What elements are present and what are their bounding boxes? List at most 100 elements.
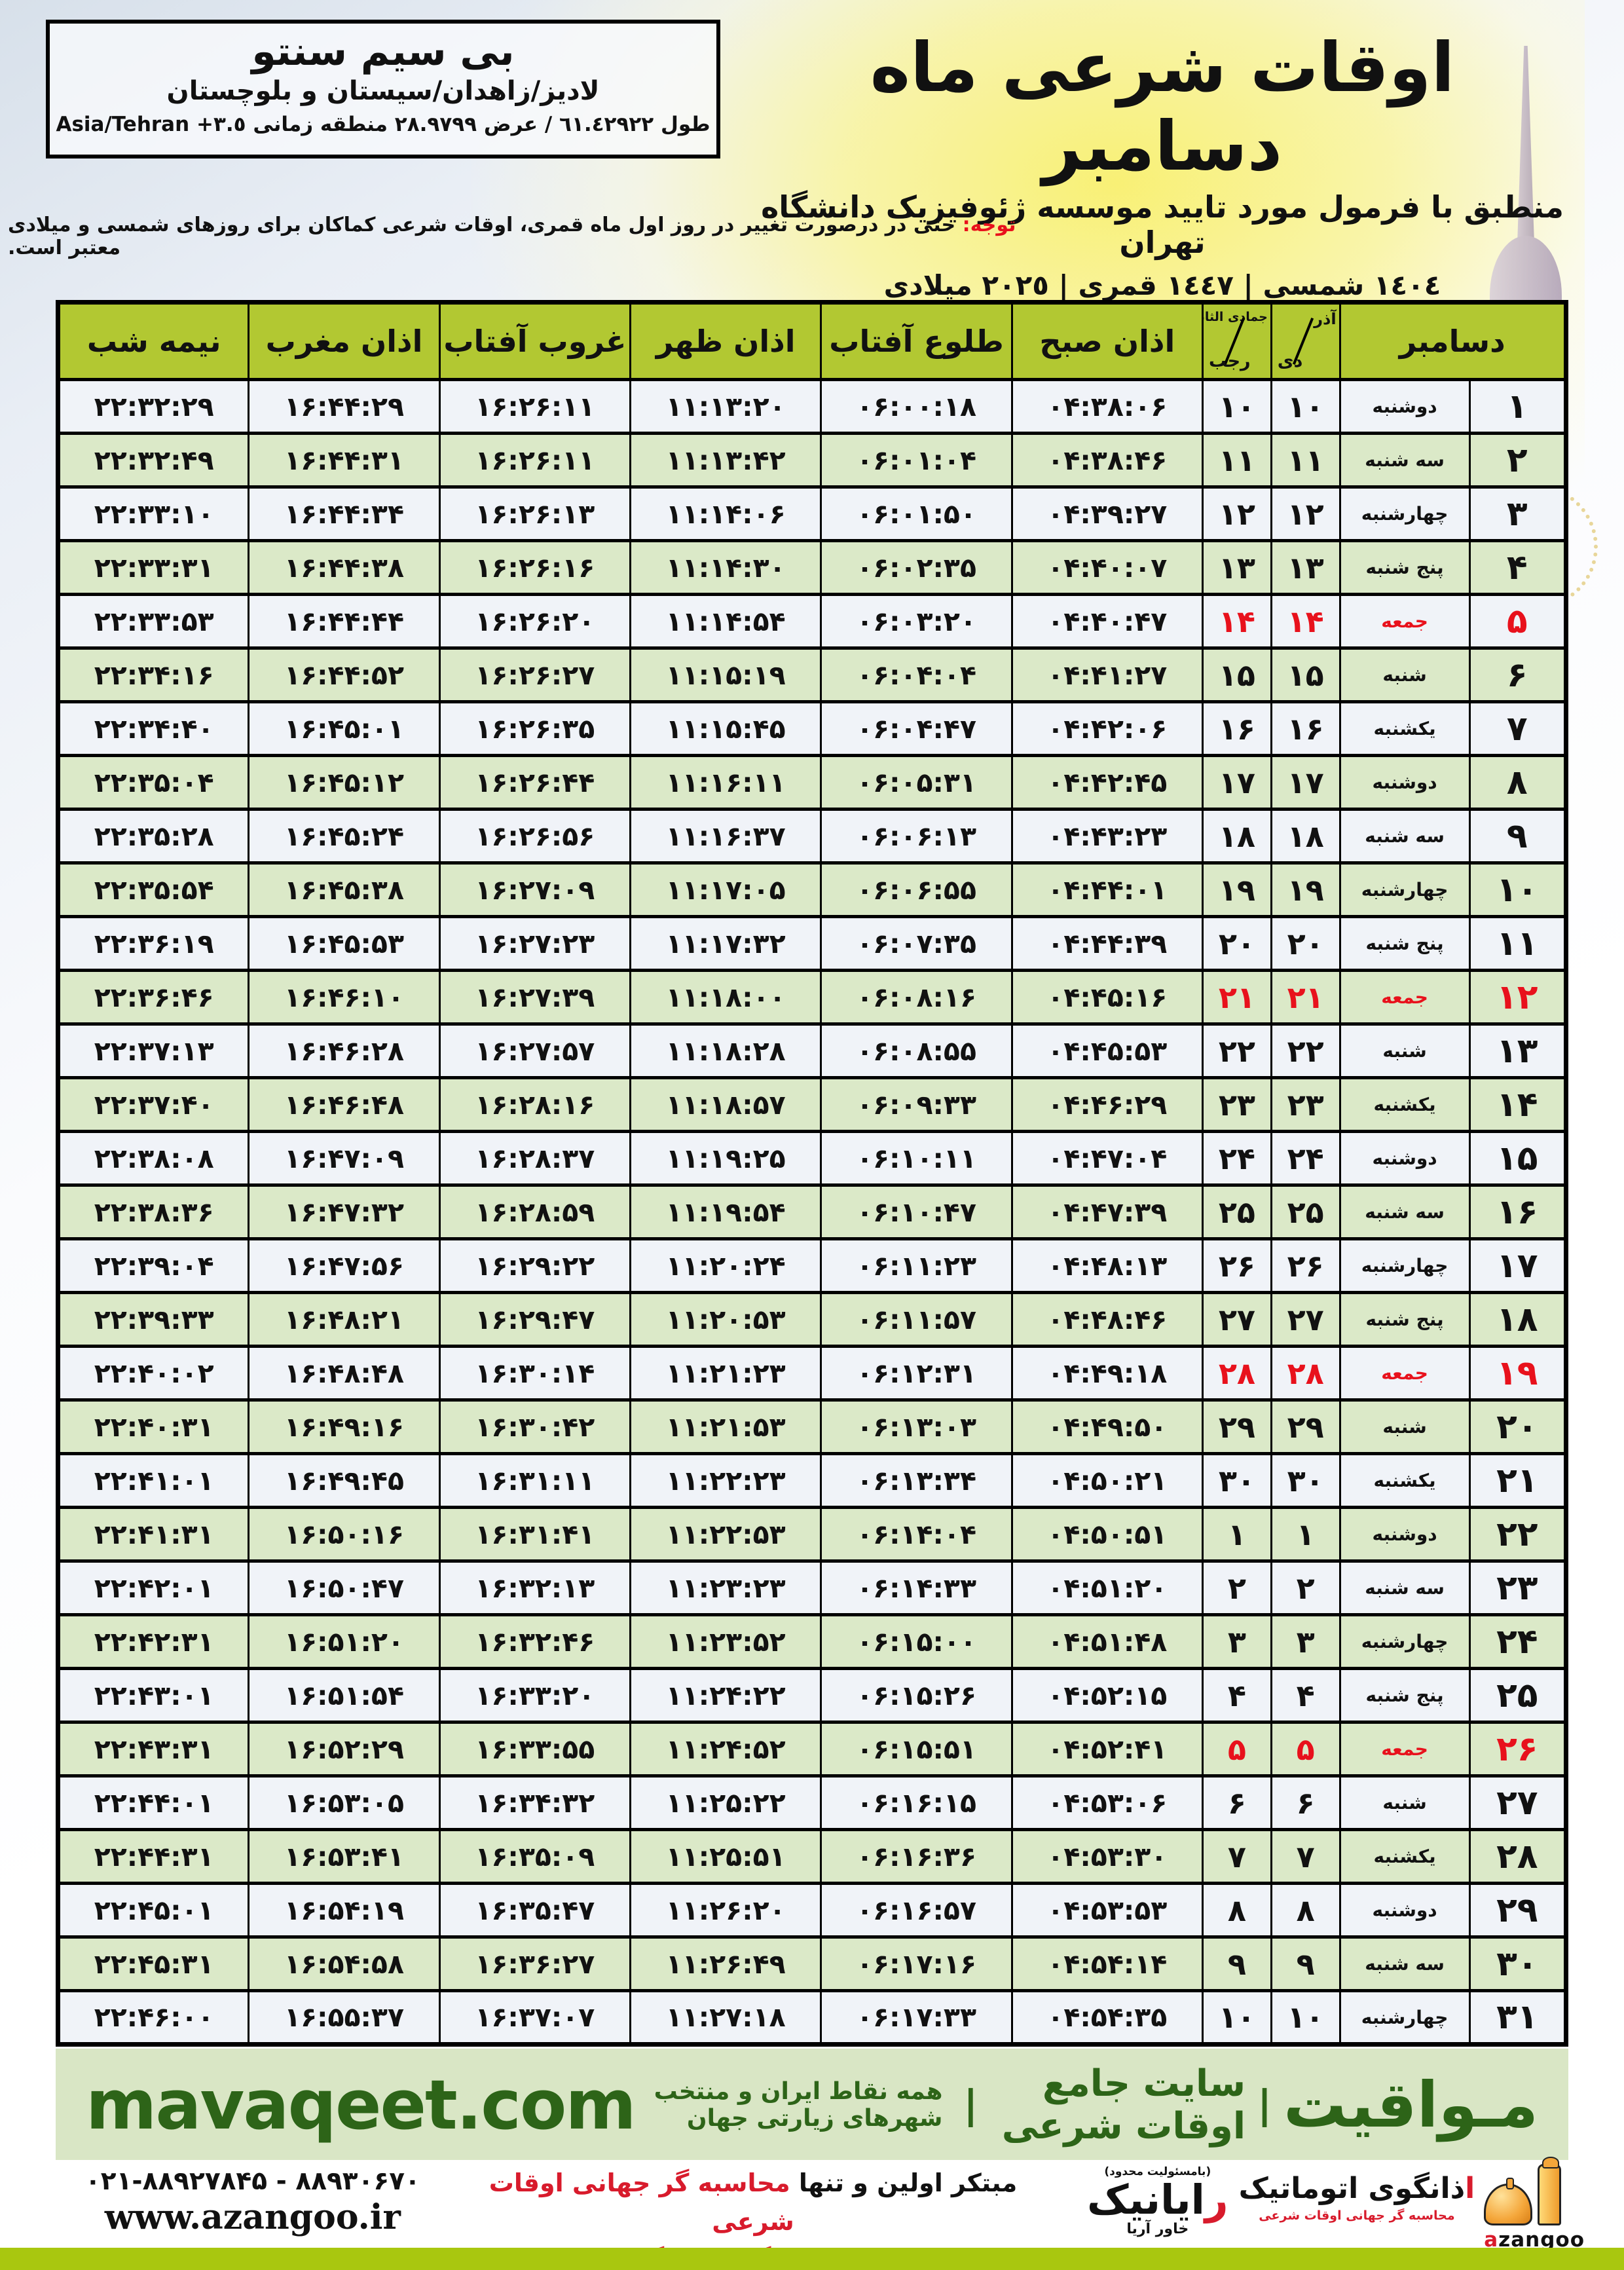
cell-weekday: پنج شنبه xyxy=(1338,1667,1471,1724)
azangoo-dome-icon: azangoo xyxy=(1484,2157,1585,2252)
cell-sunrise-time: ۰۶:۰۱:۵۰ xyxy=(820,485,1013,542)
table-row: ۳۰ سه شنبه ۹ ۹ ۰۴:۵۴:۱۴ ۰۶:۱۷:۱۶ ۱۱:۲۶:۴… xyxy=(56,1935,1568,1992)
cell-hijri-day: ۱ xyxy=(1202,1506,1272,1563)
cell-sunrise-time: ۰۶:۰۶:۱۳ xyxy=(820,808,1013,865)
cell-december-day: ۲۲ xyxy=(1468,1506,1568,1563)
cell-hijri-day: ۲۲ xyxy=(1202,1022,1272,1079)
cell-dhuhr-time: ۱۱:۲۳:۲۳ xyxy=(629,1559,822,1616)
cell-sunset-time: ۱۶:۲۸:۵۹ xyxy=(438,1183,632,1240)
cell-sunset-time: ۱۶:۲۷:۰۹ xyxy=(438,861,632,918)
hijri-month-top-label: جمادی الثانی xyxy=(1204,310,1268,324)
table-row: ۱۵ دوشنبه ۲۴ ۲۴ ۰۴:۴۷:۰۴ ۰۶:۱۰:۱۱ ۱۱:۱۹:… xyxy=(56,1130,1568,1187)
page-subtitle: منطبق با فرمول مورد تایید موسسه ژئوفیزیک… xyxy=(761,189,1564,261)
cell-midnight-time: ۲۲:۳۷:۱۳ xyxy=(56,1022,250,1079)
cell-midnight-time: ۲۲:۴۲:۳۱ xyxy=(56,1613,250,1670)
cell-weekday: شنبه xyxy=(1338,1398,1471,1455)
cell-maghrib-time: ۱۶:۴۵:۰۱ xyxy=(248,700,441,757)
cell-fajr-time: ۰۴:۴۷:۰۴ xyxy=(1010,1130,1204,1187)
cell-jalali-day: ۱۰ xyxy=(1270,1989,1341,2046)
cell-sunrise-time: ۰۶:۰۸:۵۵ xyxy=(820,1022,1013,1079)
cell-dhuhr-time: ۱۱:۱۵:۴۵ xyxy=(629,700,822,757)
cell-fajr-time: ۰۴:۳۹:۲۷ xyxy=(1010,485,1204,542)
cell-weekday: شنبه xyxy=(1338,1022,1471,1079)
cell-weekday: چهارشنبه xyxy=(1338,1989,1471,2046)
mavaqeet-brand-fa: مـواقیت xyxy=(1283,2068,1538,2142)
azangoo-logo: اذانگوی اتوماتیک محاسبه گر جهانی اوقات ش… xyxy=(1239,2157,1585,2252)
cell-fajr-time: ۰۴:۴۴:۳۹ xyxy=(1010,915,1204,972)
cell-hijri-day: ۱۸ xyxy=(1202,808,1272,865)
cell-weekday: چهارشنبه xyxy=(1338,861,1471,918)
contact-block: ۰۲۱-۸۸۹۲۷۸۴۵ - ۸۸۹۳۰۶۷۰ www.azangoo.ir xyxy=(85,2167,420,2237)
cell-midnight-time: ۲۲:۳۵:۰۴ xyxy=(56,754,250,811)
cell-sunrise-time: ۰۶:۱۵:۰۰ xyxy=(820,1613,1013,1670)
cell-december-day: ۵ xyxy=(1468,593,1568,650)
cell-fajr-time: ۰۴:۴۲:۰۶ xyxy=(1010,700,1204,757)
cell-sunrise-time: ۰۶:۱۰:۴۷ xyxy=(820,1183,1013,1240)
cell-maghrib-time: ۱۶:۴۶:۱۰ xyxy=(248,969,441,1026)
cell-midnight-time: ۲۲:۳۶:۴۶ xyxy=(56,969,250,1026)
cell-hijri-day: ۲۸ xyxy=(1202,1345,1272,1402)
cell-hijri-day: ۱۴ xyxy=(1202,593,1272,650)
cell-midnight-time: ۲۲:۳۹:۰۴ xyxy=(56,1237,250,1294)
cell-jalali-day: ۵ xyxy=(1270,1721,1341,1777)
cell-midnight-time: ۲۲:۳۶:۱۹ xyxy=(56,915,250,972)
table-row: ۲۲ دوشنبه ۱ ۱ ۰۴:۵۰:۵۱ ۰۶:۱۴:۰۴ ۱۱:۲۲:۵۳… xyxy=(56,1506,1568,1563)
cell-jalali-day: ۹ xyxy=(1270,1935,1341,1992)
cell-sunrise-time: ۰۶:۱۶:۳۶ xyxy=(820,1828,1013,1885)
cell-december-day: ۲۰ xyxy=(1468,1398,1568,1455)
table-row: ۳۱ چهارشنبه ۱۰ ۱۰ ۰۴:۵۴:۳۵ ۰۶:۱۷:۳۳ ۱۱:۲… xyxy=(56,1989,1568,2046)
cell-sunrise-time: ۰۶:۰۲:۳۵ xyxy=(820,539,1013,596)
table-row: ۲۵ پنج شنبه ۴ ۴ ۰۴:۵۲:۱۵ ۰۶:۱۵:۲۶ ۱۱:۲۴:… xyxy=(56,1667,1568,1724)
column-header-december: دسامبر xyxy=(1338,301,1568,381)
cell-maghrib-time: ۱۶:۵۴:۱۹ xyxy=(248,1882,441,1939)
cell-dhuhr-time: ۱۱:۱۳:۲۰ xyxy=(629,378,822,435)
cell-weekday: یکشنبه xyxy=(1338,1828,1471,1885)
cell-fajr-time: ۰۴:۵۲:۱۵ xyxy=(1010,1667,1204,1724)
cell-hijri-day: ۱۶ xyxy=(1202,700,1272,757)
hijri-month-bottom-label: رجب xyxy=(1209,351,1251,371)
cell-fajr-time: ۰۴:۴۰:۰۷ xyxy=(1010,539,1204,596)
cell-sunset-time: ۱۶:۳۵:۴۷ xyxy=(438,1882,632,1939)
cell-weekday: جمعه xyxy=(1338,593,1471,650)
cell-dhuhr-time: ۱۱:۱۶:۳۷ xyxy=(629,808,822,865)
table-row: ۱۷ چهارشنبه ۲۶ ۲۶ ۰۴:۴۸:۱۳ ۰۶:۱۱:۲۳ ۱۱:۲… xyxy=(56,1237,1568,1294)
cell-weekday: یکشنبه xyxy=(1338,1452,1471,1509)
table-header-row: دسامبر آذر دی جمادی الثانی رجب اذان صبح … xyxy=(56,301,1568,381)
column-header-dhuhr: اذان ظهر xyxy=(629,301,822,381)
cell-december-day: ۲۴ xyxy=(1468,1613,1568,1670)
table-row: ۲۶ جمعه ۵ ۵ ۰۴:۵۲:۴۱ ۰۶:۱۵:۵۱ ۱۱:۲۴:۵۲ ۱… xyxy=(56,1721,1568,1777)
cell-sunrise-time: ۰۶:۱۳:۳۴ xyxy=(820,1452,1013,1509)
cell-fajr-time: ۰۴:۴۲:۴۵ xyxy=(1010,754,1204,811)
cell-hijri-day: ۲۴ xyxy=(1202,1130,1272,1187)
cell-midnight-time: ۲۲:۴۶:۰۰ xyxy=(56,1989,250,2046)
cell-dhuhr-time: ۱۱:۱۳:۴۲ xyxy=(629,432,822,489)
cell-maghrib-time: ۱۶:۴۴:۳۸ xyxy=(248,539,441,596)
cell-hijri-day: ۲۹ xyxy=(1202,1398,1272,1455)
note-label: توجه: xyxy=(962,214,1016,236)
cell-hijri-day: ۸ xyxy=(1202,1882,1272,1939)
cell-fajr-time: ۰۴:۵۰:۵۱ xyxy=(1010,1506,1204,1563)
cell-maghrib-time: ۱۶:۴۵:۱۲ xyxy=(248,754,441,811)
azangoo-url-link[interactable]: www.azangoo.ir xyxy=(104,2197,401,2237)
page-title: اوقات شرعی ماه دسامبر xyxy=(870,28,1455,186)
cell-hijri-day: ۱۲ xyxy=(1202,485,1272,542)
cell-midnight-time: ۲۲:۴۰:۰۲ xyxy=(56,1345,250,1402)
cell-hijri-day: ۱۷ xyxy=(1202,754,1272,811)
phone-numbers: ۰۲۱-۸۸۹۲۷۸۴۵ - ۸۸۹۳۰۶۷۰ xyxy=(85,2167,420,2196)
cell-weekday: دوشنبه xyxy=(1338,1506,1471,1563)
cell-dhuhr-time: ۱۱:۱۸:۰۰ xyxy=(629,969,822,1026)
cell-fajr-time: ۰۴:۳۸:۴۶ xyxy=(1010,432,1204,489)
mavaqeet-url-link[interactable]: mavaqeet.com xyxy=(86,2065,637,2145)
table-row: ۲۴ چهارشنبه ۳ ۳ ۰۴:۵۱:۴۸ ۰۶:۱۵:۰۰ ۱۱:۲۳:… xyxy=(56,1613,1568,1670)
cell-fajr-time: ۰۴:۴۵:۱۶ xyxy=(1010,969,1204,1026)
header: اوقات شرعی ماه دسامبر منطبق با فرمول مور… xyxy=(0,20,1624,301)
cell-midnight-time: ۲۲:۳۴:۱۶ xyxy=(56,646,250,703)
cell-midnight-time: ۲۲:۳۳:۳۱ xyxy=(56,539,250,596)
cell-december-day: ۸ xyxy=(1468,754,1568,811)
cell-midnight-time: ۲۲:۳۲:۴۹ xyxy=(56,432,250,489)
slogan-line-1: مبتکر اولین و تنها محاسبه گر جهانی اوقات… xyxy=(489,2168,1018,2236)
cell-sunrise-time: ۰۶:۰۱:۰۴ xyxy=(820,432,1013,489)
cell-sunset-time: ۱۶:۳۱:۴۱ xyxy=(438,1506,632,1563)
cell-fajr-time: ۰۴:۳۸:۰۶ xyxy=(1010,378,1204,435)
rayanik-note: (بامسئولیت محدود) xyxy=(1104,2165,1211,2178)
